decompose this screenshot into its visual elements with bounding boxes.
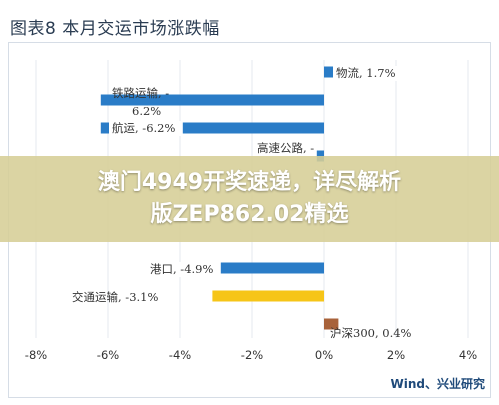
bar-label: 沪深300, 0.4% [330,326,412,340]
x-tick-label: -6% [97,348,119,362]
bar-label: 6.2% [132,104,161,118]
label-background [109,121,183,136]
x-axis-ticks: -8% -6% -4% -2% 0% 2% 4% [25,348,477,362]
x-tick-label: -2% [241,348,263,362]
label-background [147,262,221,277]
x-tick-label: 0% [315,348,333,362]
bar-label: 铁路运输, - [112,86,169,100]
x-tick-label: -4% [169,348,191,362]
bar-labels: 物流, 1.7% 铁路运输, - 6.2% 航运, -6.2% 高速公路, - 港口, -… [72,66,412,340]
bar-label: 港口, -4.9% [150,262,213,276]
overlay-banner: 澳门4949开奖速递，详尽解析 版ZEP862.02精选 [0,156,499,242]
bar [324,318,339,330]
source-label: Wind、兴业研究 [390,377,485,391]
bar [100,94,324,106]
x-tick-label: 4% [459,348,477,362]
bar [147,262,324,274]
banner-line-1: 澳门4949开奖速递，详尽解析 [97,170,402,195]
bar-label: 高速公路, - [257,141,314,155]
chart-title: 图表8 本月交运市场涨跌幅 [10,19,220,39]
banner-line-2: 版ZEP862.02精选 [150,202,349,227]
x-tick-label: 2% [387,348,405,362]
bar [212,290,324,302]
x-tick-label: -8% [25,348,47,362]
bar-label: 物流, 1.7% [336,66,396,80]
bar-label: 交通运输, -3.1% [72,290,158,304]
bar [100,122,324,134]
label-background [333,66,399,81]
bar-label: 航运, -6.2% [112,121,175,135]
